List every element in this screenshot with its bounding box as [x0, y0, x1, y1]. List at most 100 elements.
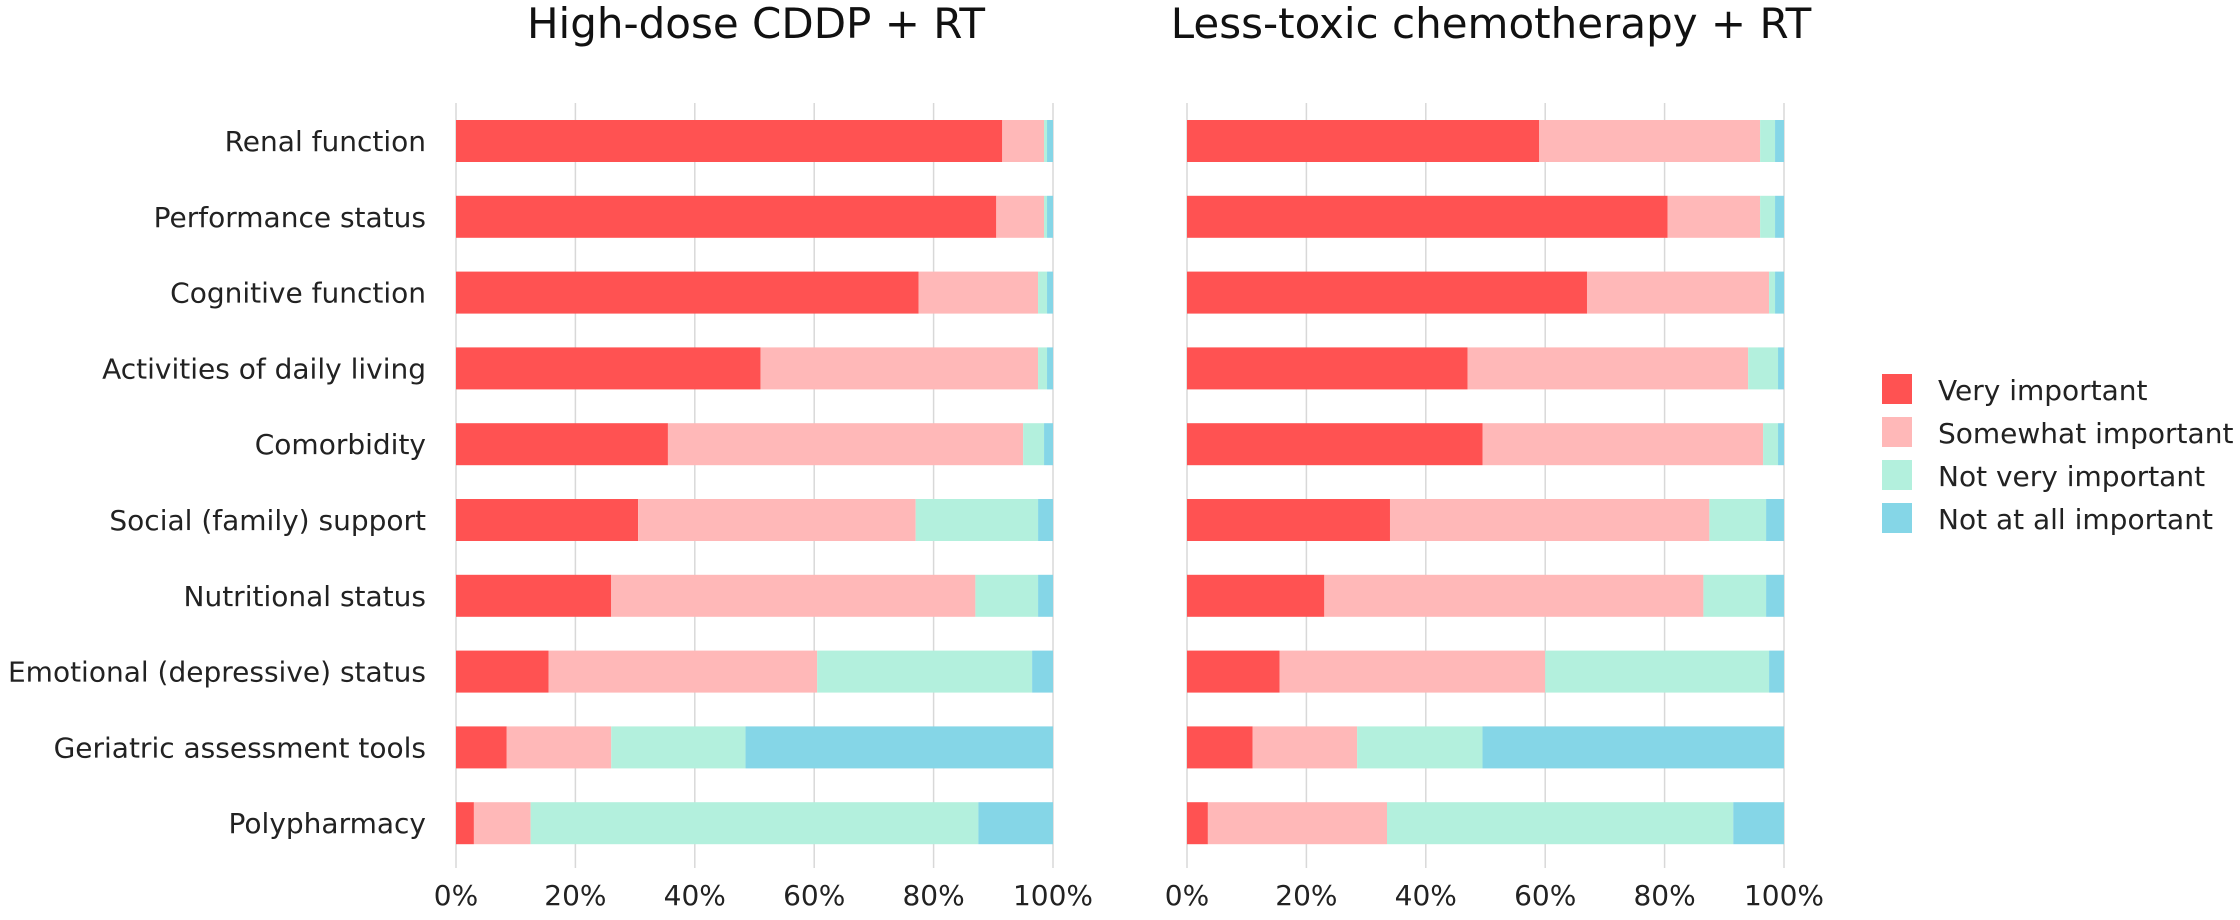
bar-not-very-important-polypharmacy [1386, 802, 1734, 845]
bar-somewhat-important-nutritional-status [1324, 574, 1704, 617]
category-label: Nutritional status [184, 580, 426, 613]
x-tick-label: 40% [1395, 879, 1457, 912]
bar-not-at-all-important-emotional-depressive-status [1032, 650, 1053, 693]
bar-not-very-important-emotional-depressive-status [817, 650, 1033, 693]
bar-not-very-important-cognitive-function [1769, 271, 1776, 314]
x-tick-label: 40% [664, 879, 726, 912]
category-label: Comorbidity [255, 428, 426, 461]
bar-not-very-important-comorbidity [1023, 423, 1045, 466]
bar-not-very-important-performance-status [1760, 195, 1776, 238]
x-tick-label: 80% [1633, 879, 1695, 912]
bar-not-at-all-important-comorbidity [1044, 423, 1053, 466]
x-tick-label: 60% [1514, 879, 1576, 912]
bar-not-at-all-important-nutritional-status [1766, 574, 1784, 617]
legend-label-very-important: Very important [1938, 374, 2148, 407]
bar-very-important-emotional-depressive-status [456, 650, 549, 693]
category-label: Performance status [154, 201, 426, 234]
bar-very-important-polypharmacy [456, 802, 474, 845]
bar-not-very-important-geriatric-assessment-tools [611, 726, 746, 769]
bar-not-at-all-important-nutritional-status [1038, 574, 1053, 617]
x-tick-label: 60% [783, 879, 845, 912]
bar-somewhat-important-geriatric-assessment-tools [506, 726, 612, 769]
bar-very-important-polypharmacy [1187, 802, 1208, 845]
bar-very-important-nutritional-status [1187, 574, 1325, 617]
legend-label-not-very-important: Not very important [1938, 460, 2205, 493]
bar-very-important-activities-of-daily-living [456, 347, 761, 390]
bar-very-important-nutritional-status [456, 574, 612, 617]
bar-not-very-important-renal-function [1044, 120, 1048, 162]
bar-somewhat-important-renal-function [1539, 120, 1761, 162]
bar-somewhat-important-cognitive-function [918, 271, 1039, 314]
panel-title: Less-toxic chemotherapy + RT [1171, 0, 1812, 48]
x-tick-label: 100% [1013, 879, 1093, 912]
bar-not-very-important-social-family-support [1709, 499, 1767, 541]
category-label: Social (family) support [109, 504, 426, 537]
bar-very-important-social-family-support [1187, 499, 1390, 541]
bar-not-very-important-social-family-support [915, 499, 1039, 541]
bar-not-very-important-nutritional-status [1703, 574, 1767, 617]
bar-somewhat-important-performance-status [996, 195, 1045, 238]
x-tick-label: 0% [434, 879, 478, 912]
bar-somewhat-important-emotional-depressive-status [548, 650, 818, 693]
bar-not-very-important-cognitive-function [1038, 271, 1048, 314]
bar-somewhat-important-nutritional-status [611, 574, 976, 617]
bar-not-at-all-important-cognitive-function [1775, 271, 1784, 314]
bar-somewhat-important-activities-of-daily-living [760, 347, 1039, 390]
category-label: Activities of daily living [102, 352, 426, 385]
x-tick-label: 100% [1744, 879, 1824, 912]
bar-not-at-all-important-geriatric-assessment-tools [745, 726, 1053, 769]
panel-less-toxic-chemo: Less-toxic chemotherapy + RT 0% 20% 40% 60%… [1165, 0, 1824, 912]
x-tick-labels: 0% 20% 40% 60% 80% 100% [434, 879, 1093, 912]
bars [456, 120, 1053, 845]
bar-not-very-important-activities-of-daily-living [1748, 347, 1779, 390]
bar-somewhat-important-social-family-support [638, 499, 916, 541]
bar-very-important-renal-function [1187, 120, 1540, 162]
bar-very-important-comorbidity [456, 423, 668, 466]
bar-somewhat-important-polypharmacy [473, 802, 531, 845]
bar-very-important-cognitive-function [456, 271, 919, 314]
bar-somewhat-important-renal-function [1002, 120, 1045, 162]
bar-not-very-important-activities-of-daily-living [1038, 347, 1048, 390]
bar-not-at-all-important-renal-function [1047, 120, 1053, 162]
category-label: Emotional (depressive) status [8, 656, 426, 689]
category-label: Polypharmacy [229, 807, 426, 840]
legend-swatch-not-very-important [1882, 460, 1912, 490]
bar-somewhat-important-performance-status [1667, 195, 1761, 238]
bar-very-important-social-family-support [456, 499, 639, 541]
bar-somewhat-important-comorbidity [1482, 423, 1764, 466]
bar-somewhat-important-emotional-depressive-status [1279, 650, 1546, 693]
bars [1187, 120, 1784, 845]
bar-somewhat-important-social-family-support [1389, 499, 1710, 541]
bar-very-important-activities-of-daily-living [1187, 347, 1468, 390]
bar-somewhat-important-comorbidity [667, 423, 1024, 466]
bar-very-important-geriatric-assessment-tools [456, 726, 507, 769]
bar-not-at-all-important-performance-status [1775, 195, 1784, 238]
bar-not-at-all-important-geriatric-assessment-tools [1482, 726, 1784, 769]
bar-not-very-important-nutritional-status [975, 574, 1039, 617]
legend-label-not-at-all-important: Not at all important [1938, 503, 2213, 536]
bar-not-at-all-important-renal-function [1775, 120, 1784, 162]
bar-very-important-performance-status [456, 195, 997, 238]
bar-not-very-important-geriatric-assessment-tools [1357, 726, 1483, 769]
category-label: Renal function [225, 125, 426, 158]
x-tick-label: 20% [544, 879, 606, 912]
bar-not-at-all-important-performance-status [1047, 195, 1053, 238]
bar-not-at-all-important-cognitive-function [1047, 271, 1053, 314]
bar-not-at-all-important-comorbidity [1778, 423, 1784, 466]
bar-not-very-important-emotional-depressive-status [1545, 650, 1770, 693]
bar-somewhat-important-polypharmacy [1207, 802, 1387, 845]
category-labels: Renal function Performance status Cognitiv… [8, 125, 426, 840]
bar-very-important-comorbidity [1187, 423, 1483, 466]
bar-very-important-emotional-depressive-status [1187, 650, 1280, 693]
bar-not-very-important-performance-status [1044, 195, 1048, 238]
x-tick-label: 20% [1275, 879, 1337, 912]
x-tick-label: 80% [902, 879, 964, 912]
bar-not-at-all-important-social-family-support [1038, 499, 1053, 541]
bar-somewhat-important-activities-of-daily-living [1467, 347, 1749, 390]
bar-not-very-important-renal-function [1760, 120, 1776, 162]
category-label: Geriatric assessment tools [54, 731, 426, 764]
bar-not-at-all-important-emotional-depressive-status [1769, 650, 1784, 693]
bar-not-at-all-important-polypharmacy [978, 802, 1053, 845]
panel-high-dose-cddp: High-dose CDDP + RT Renal function Perfor… [8, 0, 1093, 912]
